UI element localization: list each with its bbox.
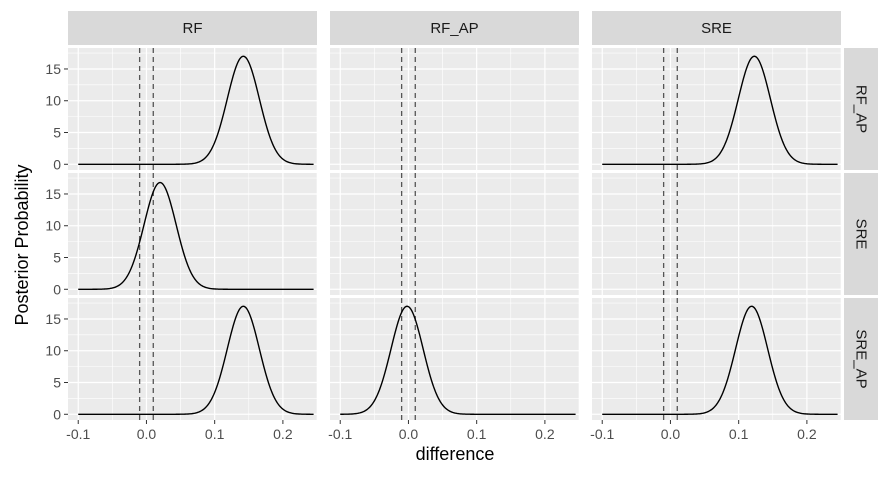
density-curve [602,55,838,165]
x-tick-label: 0.2 [797,426,817,442]
x-tick-label: 0.0 [661,426,681,442]
facet-panel [592,173,842,295]
row-strip-label: RF_AP [853,85,870,133]
x-tick-label: 0.1 [729,426,749,442]
row-strip [844,298,878,420]
y-tick-label: 0 [53,281,61,297]
panel-background [68,48,317,170]
panel-background [330,48,579,170]
y-tick-label: 15 [45,311,61,327]
row-strip-label: SRE [853,219,870,250]
facet-grid: RF RF_AP SRE RF_AP SRE SRE_AP 0 5 10 15 0 5 10 15 0 5 10… [45,11,878,442]
facet-panel [330,173,580,295]
y-tick-label: 15 [45,61,61,77]
facet-panel [330,298,580,420]
y-tick-label: 10 [45,93,61,109]
x-axis-title: difference [416,444,495,464]
row-strip-label: SRE_AP [853,329,870,388]
density-curve [602,305,838,415]
row-strip [844,173,878,295]
y-tick-label: 10 [45,218,61,234]
column-strip [68,11,317,45]
x-tick-label: -0.1 [328,426,352,442]
facet-panel [592,298,842,420]
y-tick-label: 0 [53,406,61,422]
panel-background [330,298,579,420]
x-tick-label: 0.1 [205,426,225,442]
x-tick-label: 0.1 [467,426,487,442]
x-tick-label: -0.1 [590,426,614,442]
column-strip-label: RF_AP [430,20,478,37]
x-tick-label: 0.2 [535,426,555,442]
x-tick-label: 0.0 [399,426,419,442]
density-curve [78,181,314,290]
x-tick-label: 0.2 [273,426,293,442]
y-tick-label: 15 [45,186,61,202]
density-curve [78,55,314,165]
facet-panel [592,48,842,170]
density-curve [78,305,314,415]
facet-panel [68,298,318,420]
panel-background [68,298,317,420]
y-tick-label: 0 [53,156,61,172]
facet-panel [68,48,318,170]
x-tick-label: -0.1 [66,426,90,442]
panel-background [592,48,841,170]
panel-background [592,173,841,295]
y-axis-title: Posterior Probability [12,164,32,325]
y-tick-label: 5 [53,250,61,266]
column-strip [592,11,841,45]
column-strip-label: SRE [701,20,732,37]
facet-panel [330,48,580,170]
density-curve [340,305,576,415]
column-strip-label: RF [183,20,203,37]
facet-panel [68,173,318,295]
y-tick-label: 5 [53,375,61,391]
panel-background [592,298,841,420]
panel-background [330,173,579,295]
y-tick-label: 10 [45,343,61,359]
row-strip [844,48,878,170]
column-strip [330,11,579,45]
x-tick-label: 0.0 [137,426,157,442]
y-tick-label: 5 [53,125,61,141]
